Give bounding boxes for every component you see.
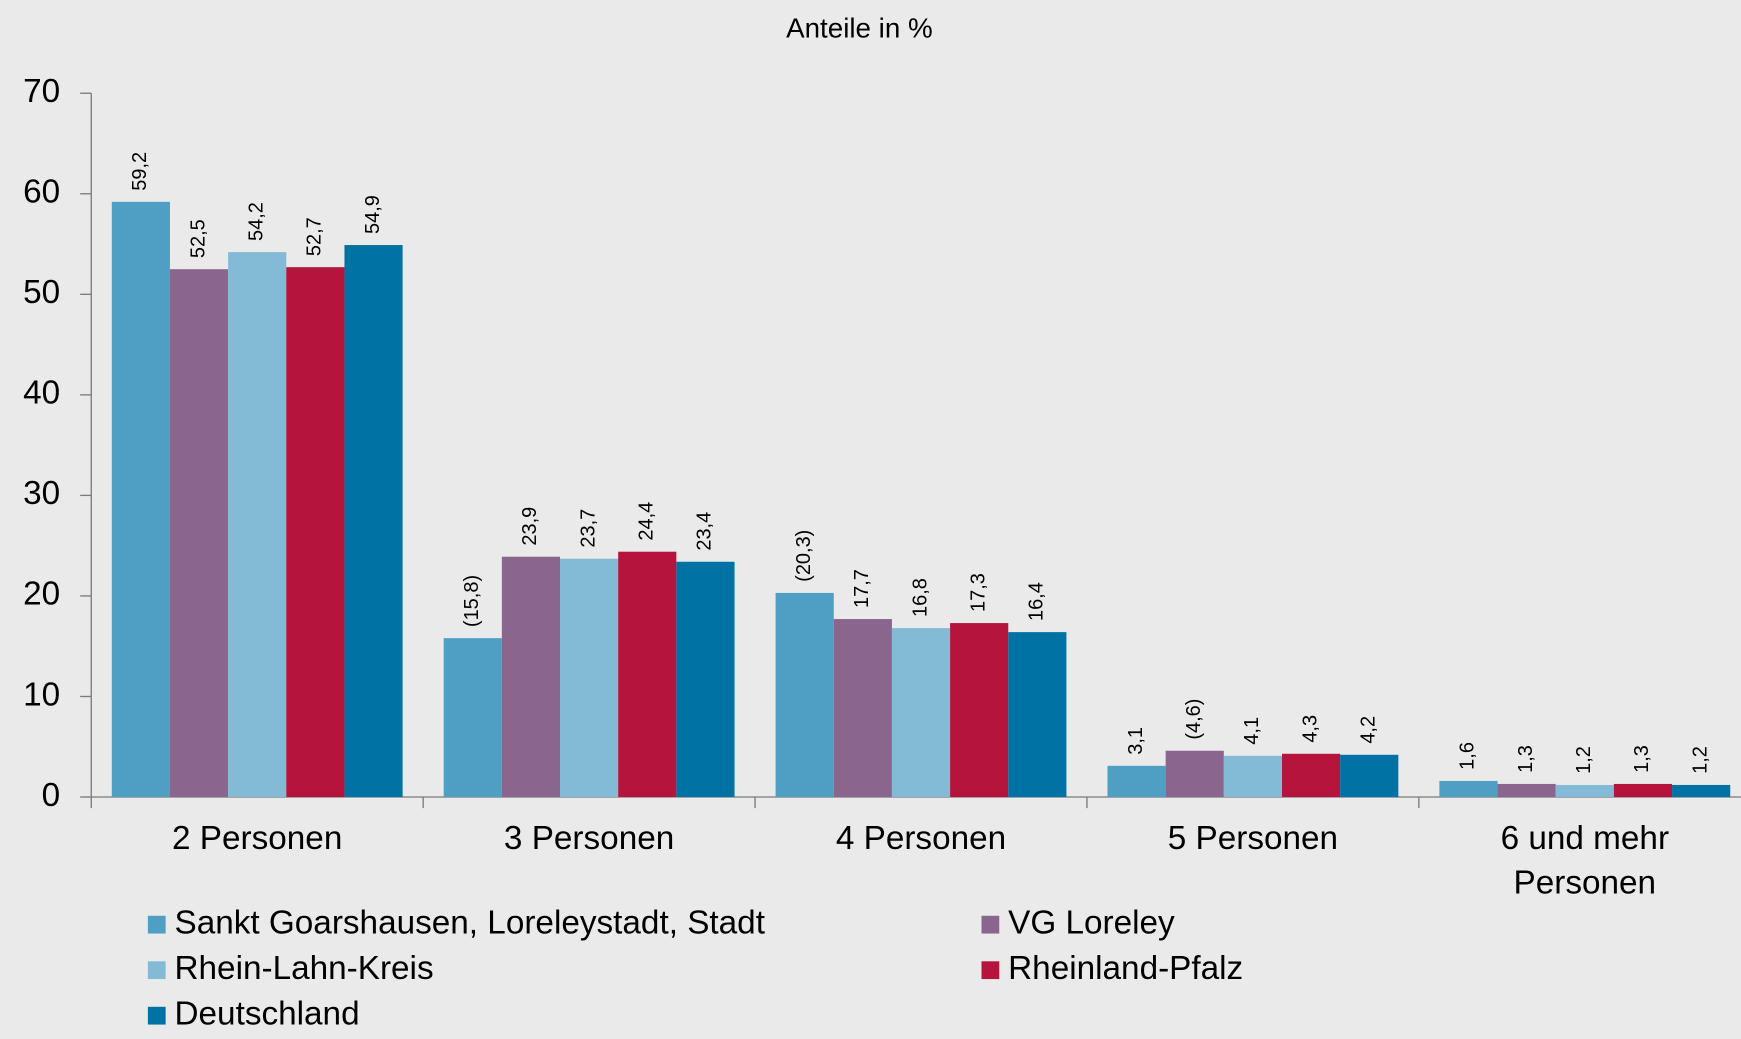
bar — [560, 558, 619, 798]
value-label: 16,4 — [1026, 582, 1048, 621]
x-tick-label-box: 2 Personen — [172, 820, 343, 857]
bar — [228, 252, 287, 798]
y-tick-label: 0 — [42, 777, 61, 814]
y-tick-label: 20 — [23, 576, 60, 613]
bar — [891, 628, 951, 798]
value-label: 17,7 — [851, 569, 873, 608]
bar — [1555, 784, 1614, 798]
bar — [1497, 783, 1556, 798]
legend-swatch — [981, 961, 1000, 980]
x-tick-label: 3 Personen — [503, 820, 675, 857]
value-label: 23,7 — [577, 509, 599, 548]
value-label: 4,1 — [1241, 717, 1263, 745]
x-tick-label: 2 Personen — [172, 820, 343, 857]
x-tick-label: 5 Personen — [1167, 820, 1339, 857]
legend-label: Sankt Goarshausen, Loreleystadt, Stadt — [175, 904, 765, 941]
bar — [676, 561, 735, 798]
y-tick-label: 40 — [23, 375, 60, 412]
value-label: 3,1 — [1125, 727, 1147, 755]
bar — [618, 551, 677, 798]
x-tick-label-box: 5 Personen — [1167, 820, 1339, 857]
value-label: (20,3) — [793, 530, 815, 582]
value-label: (4,6) — [1183, 699, 1205, 740]
value-label: 4,2 — [1358, 716, 1380, 744]
legend-label: Rheinland-Pfalz — [1008, 950, 1243, 987]
bar — [169, 269, 229, 798]
value-label: 4,3 — [1299, 715, 1321, 743]
legend-label: Rhein-Lahn-Kreis — [175, 950, 434, 987]
value-label: 54,9 — [362, 195, 384, 234]
bar — [443, 638, 502, 798]
value-label: 17,3 — [967, 573, 989, 612]
value-label: 1,3 — [1631, 745, 1653, 773]
value-label: 16,8 — [909, 578, 931, 617]
bar — [1672, 784, 1731, 798]
y-tick-label: 70 — [23, 73, 60, 110]
bar — [111, 201, 170, 798]
value-label: 52,7 — [304, 217, 326, 256]
bar — [833, 619, 892, 798]
x-tick-label-box: 4 Personen — [835, 820, 1007, 857]
bar — [1439, 780, 1498, 798]
x-tick-label: 4 Personen — [835, 820, 1007, 857]
y-tick-label: 10 — [23, 676, 60, 713]
value-label: 24,4 — [636, 502, 658, 541]
legend-swatch — [147, 915, 166, 934]
legend-label: Deutschland — [175, 995, 360, 1032]
value-label: 23,4 — [694, 512, 716, 551]
bar — [501, 556, 561, 798]
value-label: (15,8) — [461, 575, 483, 627]
bar — [1613, 783, 1673, 798]
bar — [775, 592, 834, 798]
legend-swatch — [981, 915, 1000, 934]
value-label: 59,2 — [129, 152, 151, 191]
x-tick-label-box: 3 Personen — [503, 820, 675, 857]
value-label: 23,9 — [519, 507, 541, 546]
bar — [286, 267, 345, 798]
value-label: 52,5 — [187, 219, 209, 258]
y-tick-label: 60 — [23, 174, 60, 211]
value-label: 1,2 — [1689, 746, 1711, 774]
bar — [950, 623, 1009, 798]
chart-title: Anteile in % — [786, 12, 933, 43]
value-label: 1,6 — [1457, 742, 1479, 770]
x-tick-label: 6 und mehr Personen — [1500, 820, 1670, 902]
value-label: 1,3 — [1515, 745, 1537, 773]
bar — [1165, 750, 1224, 798]
legend-label: VG Loreley — [1008, 904, 1175, 941]
x-tick-label-box: 6 und mehr Personen — [1500, 820, 1670, 902]
bar — [1008, 632, 1067, 798]
bar — [1340, 754, 1399, 798]
legend-swatch — [147, 1006, 166, 1025]
bar — [344, 245, 403, 798]
value-label: 1,2 — [1573, 746, 1595, 774]
bar — [1281, 753, 1341, 798]
value-label: 54,2 — [245, 202, 267, 241]
legend-swatch — [147, 961, 166, 980]
bar — [1223, 755, 1282, 798]
y-tick-label: 50 — [23, 274, 60, 311]
bar — [1107, 765, 1166, 798]
y-tick-label: 30 — [23, 475, 60, 512]
